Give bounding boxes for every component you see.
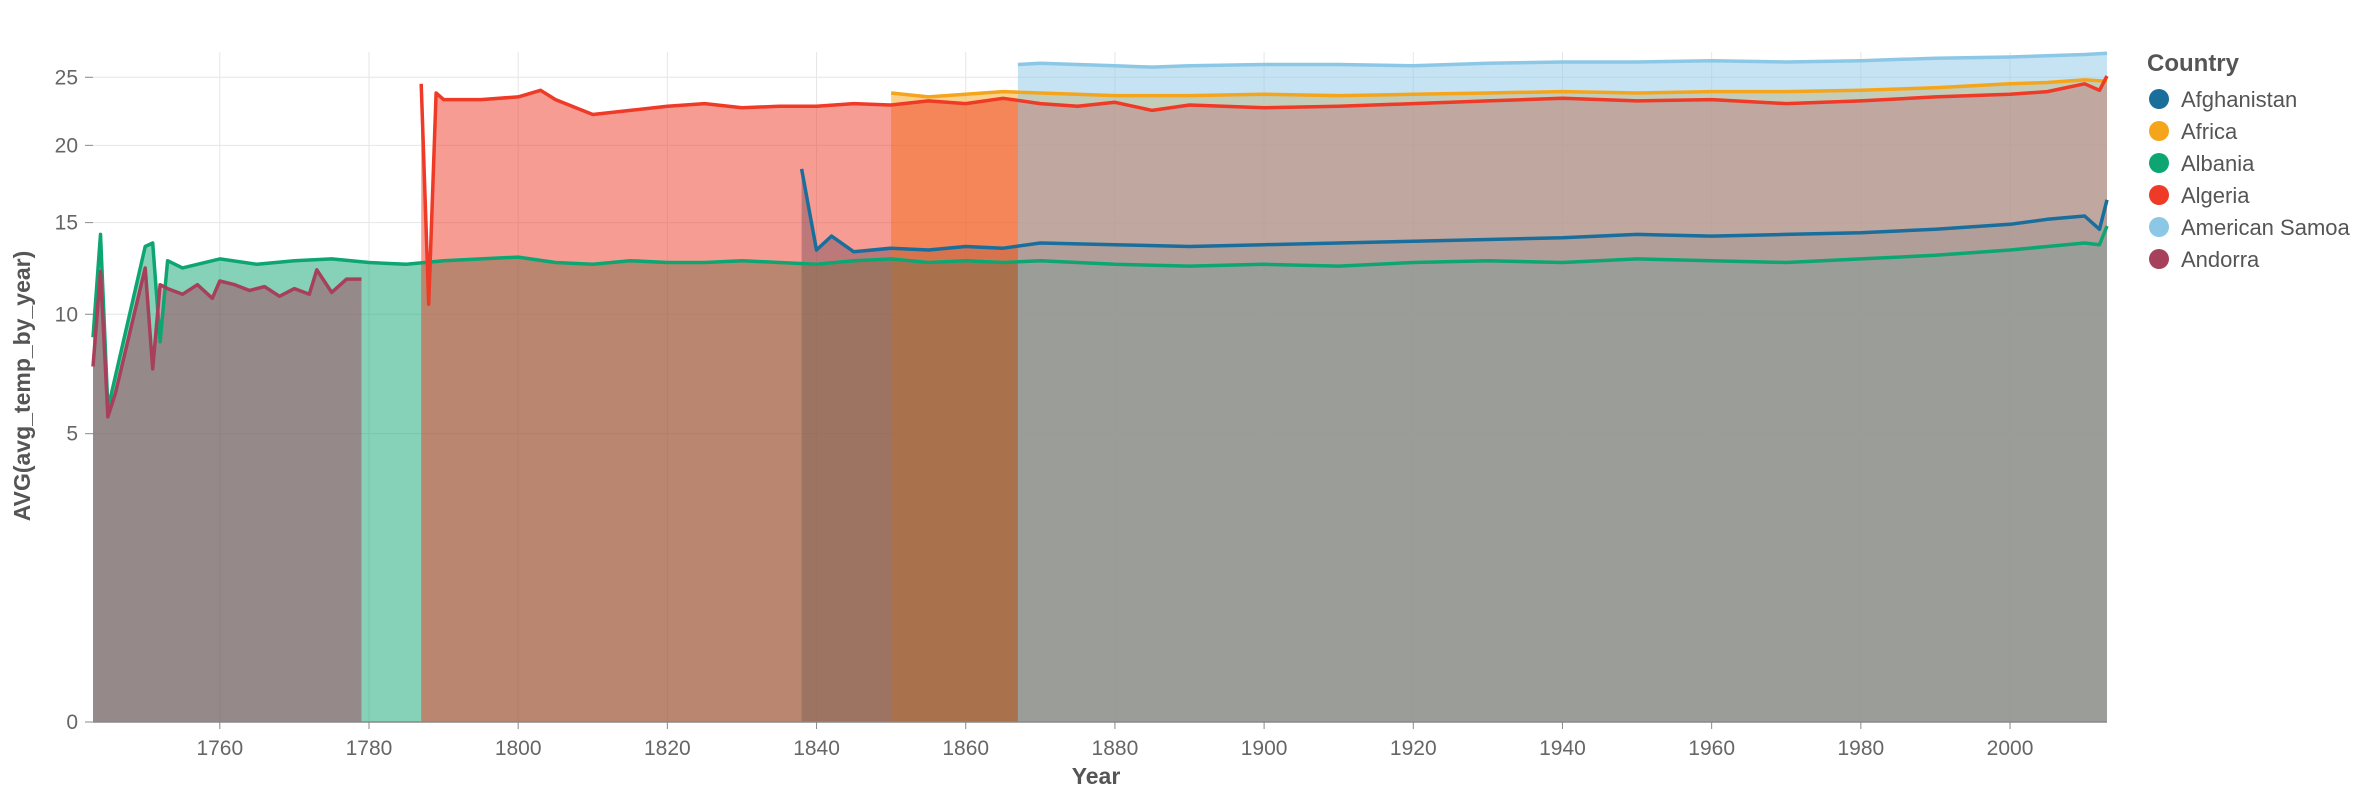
series-line-afghanistan[interactable] (799, 168, 2109, 254)
y-tick-label: 5 (66, 423, 78, 446)
area-andorra (93, 267, 362, 722)
x-tick-label: 1760 (196, 737, 243, 760)
y-tick-label: 10 (55, 303, 78, 326)
area-fills (93, 53, 2108, 722)
x-tick-label: 1860 (942, 737, 989, 760)
legend-label: Africa (2181, 119, 2238, 144)
series-line-american-samoa[interactable] (1017, 51, 2108, 69)
legend-item-andorra[interactable]: Andorra (2149, 247, 2260, 272)
legend-title: Country (2147, 50, 2240, 77)
axes: Year AVG(avg_temp_by_year) 1760 1780 1800 1… (9, 66, 2107, 789)
legend-swatch (2149, 217, 2169, 237)
y-tick-label: 0 (66, 711, 78, 734)
y-tick-label: 20 (55, 134, 78, 157)
x-tick-label: 2000 (1987, 737, 2034, 760)
x-tick-label: 1840 (793, 737, 840, 760)
legend-item-afghanistan[interactable]: Afghanistan (2149, 87, 2297, 112)
series-line-albania[interactable] (91, 225, 2109, 411)
legend-swatch (2149, 89, 2169, 109)
x-tick-label: 1780 (346, 737, 393, 760)
legend-label: Afghanistan (2181, 87, 2297, 112)
legend-item-algeria[interactable]: Algeria (2149, 183, 2250, 208)
x-tick-label: 1980 (1837, 737, 1884, 760)
x-axis-title: Year (1072, 763, 1121, 789)
series-line-algeria[interactable] (419, 75, 2109, 306)
x-tick-label: 1820 (644, 737, 691, 760)
legend-swatch (2149, 185, 2169, 205)
x-tick-label: 1900 (1241, 737, 1288, 760)
legend-swatch (2149, 121, 2169, 141)
legend-label: Albania (2181, 151, 2255, 176)
series-lines (91, 51, 2109, 419)
area-american-samoa (1017, 53, 2107, 722)
series-line-andorra[interactable] (91, 266, 362, 419)
x-tick-label: 1880 (1092, 737, 1139, 760)
y-axis-title: AVG(avg_temp_by_year) (9, 251, 35, 522)
legend-item-american-samoa[interactable]: American Samoa (2149, 215, 2351, 240)
series-line-africa[interactable] (890, 78, 2108, 99)
y-tick-label: 15 (55, 212, 78, 235)
x-tick-label: 1940 (1539, 737, 1586, 760)
x-tick-label: 1800 (495, 737, 542, 760)
legend-label: American Samoa (2181, 215, 2351, 240)
y-tick-label: 25 (55, 66, 78, 89)
legend: Country Afghanistan Africa Albania Algeria A… (2147, 50, 2351, 272)
legend-label: Algeria (2181, 183, 2250, 208)
x-tick-label: 1920 (1390, 737, 1437, 760)
legend-swatch (2149, 153, 2169, 173)
legend-swatch (2149, 249, 2169, 269)
legend-item-africa[interactable]: Africa (2149, 119, 2238, 144)
x-tick-label: 1960 (1688, 737, 1735, 760)
legend-label: Andorra (2181, 247, 2260, 272)
legend-item-albania[interactable]: Albania (2149, 151, 2255, 176)
